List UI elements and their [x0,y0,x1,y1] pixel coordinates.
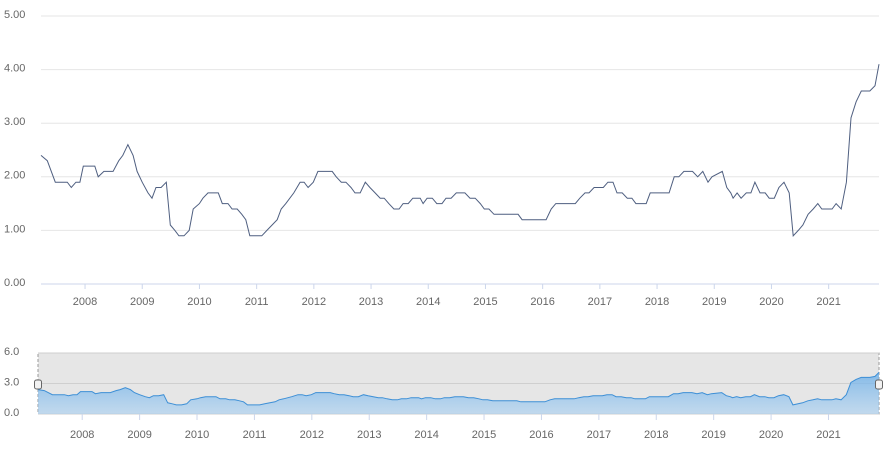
y-tick-label: 5.00 [4,9,25,21]
navigator-y-tick-label: 3.0 [4,376,19,388]
navigator-y-tick-label: 0.0 [4,407,19,419]
navigator-x-tick-label: 2015 [472,429,496,441]
navigator-x-tick-label: 2016 [529,429,553,441]
navigator-x-tick-label: 2008 [70,429,94,441]
x-tick-label: 2010 [187,296,211,308]
navigator-x-tick-label: 2021 [816,429,840,441]
navigator-line [37,371,880,406]
x-tick-label: 2013 [359,296,383,308]
x-tick-label: 2017 [588,296,612,308]
navigator-x-tick-label: 2014 [414,429,438,441]
navigator-x-tick-label: 2011 [243,429,267,441]
y-tick-label: 4.00 [4,63,25,75]
x-tick-label: 2014 [416,296,440,308]
y-tick-label: 1.00 [4,223,25,235]
y-tick-label: 2.00 [4,170,25,182]
navigator-x-tick-label: 2020 [759,429,783,441]
navigator-area [38,372,879,414]
x-tick-label: 2018 [645,296,669,308]
navigator-x-tick-label: 2013 [357,429,381,441]
navigator-handle[interactable] [875,379,883,390]
x-tick-label: 2009 [130,296,154,308]
x-tick-label: 2012 [302,296,326,308]
x-tick-label: 2008 [73,296,97,308]
navigator-handle[interactable] [34,379,42,390]
x-tick-label: 2016 [530,296,554,308]
navigator-x-tick-label: 2017 [587,429,611,441]
navigator-x-tick-label: 2009 [127,429,151,441]
x-tick-label: 2015 [473,296,497,308]
navigator-x-tick-label: 2019 [701,429,725,441]
navigator-x-tick-label: 2018 [644,429,668,441]
data-line [40,64,880,237]
y-tick-label: 0.00 [4,277,25,289]
x-tick-label: 2019 [702,296,726,308]
x-tick-label: 2020 [759,296,783,308]
x-tick-label: 2021 [816,296,840,308]
navigator-y-tick-label: 6.0 [4,346,19,358]
navigator-x-tick-label: 2010 [185,429,209,441]
navigator-x-tick-label: 2012 [300,429,324,441]
y-tick-label: 3.00 [4,116,25,128]
x-tick-label: 2011 [245,296,269,308]
